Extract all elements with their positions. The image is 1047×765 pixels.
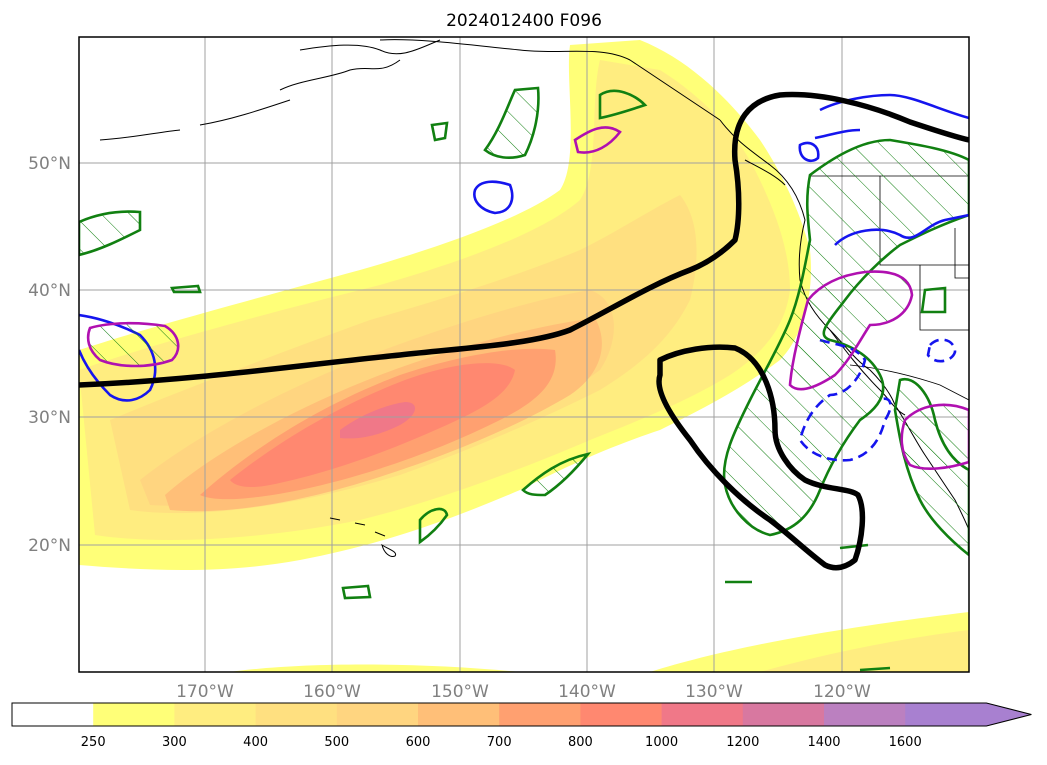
colorbar-tick-label: 1000 — [645, 735, 678, 750]
colorbar-tick-label: 300 — [162, 735, 187, 750]
colorbar-segment — [905, 703, 987, 726]
green-contour-mid — [521, 451, 592, 497]
colorbar-outline — [11, 702, 1032, 727]
ivt-250-band-bottom — [230, 664, 520, 672]
green-contour-small-6 — [725, 543, 891, 672]
green-contour-small-2 — [418, 507, 449, 545]
ivt-1000-band — [340, 402, 416, 439]
lon-label: 160°W — [303, 682, 361, 702]
magenta-contour-coastal — [788, 270, 914, 391]
green-contour-small-3 — [341, 584, 372, 600]
colorbar-tick-label: 500 — [324, 735, 349, 750]
lon-label: 120°W — [813, 682, 871, 702]
colorbar-segment — [661, 703, 744, 726]
blue-contour-coastal — [798, 93, 969, 246]
lat-label: 20°N — [28, 536, 71, 556]
colorbar-tick-label: 1400 — [807, 735, 840, 750]
colorbar-tick-label: 250 — [81, 735, 106, 750]
blue-contour-north — [473, 180, 514, 215]
lon-label: 150°W — [431, 682, 489, 702]
colorbar: 250 300 400 500 600 700 800 1000 1200 1400 1600 — [11, 702, 1032, 750]
colorbar-segment — [580, 703, 663, 726]
latitude-labels: 50°N 40°N 30°N 20°N — [28, 154, 71, 556]
ivt-shading — [79, 40, 969, 672]
lon-label: 170°W — [176, 682, 234, 702]
hawaii-islands — [329, 517, 397, 557]
vancouver-island — [744, 159, 786, 186]
alaska-coast — [99, 39, 721, 141]
blue-contour-dashed-2 — [926, 338, 957, 363]
magenta-contours — [86, 126, 969, 471]
black-contours — [79, 91, 969, 571]
green-contour-small-1 — [430, 121, 449, 142]
magenta-contour-north — [573, 126, 622, 154]
colorbar-labels: 250 300 400 500 600 700 800 1000 1200 1400 1600 — [81, 735, 922, 750]
green-contour-small-5 — [920, 286, 947, 314]
lat-label: 30°N — [28, 408, 71, 428]
lon-label: 130°W — [685, 682, 743, 702]
colorbar-tick-label: 800 — [568, 735, 593, 750]
green-contour-west — [79, 210, 142, 257]
colorbar-segment — [12, 703, 94, 726]
black-contour-southern-loop — [656, 344, 866, 571]
ivt-300-band-south — [760, 630, 969, 672]
blue-contour-dashed-1 — [798, 338, 892, 462]
colorbar-tick-label: 600 — [406, 735, 431, 750]
map-frame — [78, 36, 970, 673]
colorbar-segment — [742, 703, 825, 726]
colorbar-tick-label: 1200 — [726, 735, 759, 750]
colorbar-segment — [499, 703, 581, 726]
colorbar-tick-label: 400 — [243, 735, 268, 750]
colorbar-segment — [93, 703, 175, 726]
green-contour-small-4 — [169, 284, 202, 294]
green-contour-north-2 — [598, 89, 648, 120]
colorbar-segment — [174, 703, 257, 726]
black-contour-main — [79, 91, 969, 388]
colorbar-tick-label: 700 — [487, 735, 512, 750]
green-contour-north-1 — [483, 86, 540, 160]
magenta-contour-southeast — [900, 403, 969, 471]
colorbar-segment — [418, 703, 500, 726]
colorbar-tick-label: 1600 — [889, 735, 922, 750]
colorbar-extend-arrow — [986, 703, 1032, 726]
map-title: 2024012400 F096 — [446, 11, 602, 31]
lat-label: 40°N — [28, 281, 71, 301]
lat-label: 50°N — [28, 154, 71, 174]
colorbar-segment — [824, 703, 906, 726]
colorbar-segments — [11, 702, 1032, 727]
longitude-labels: 170°W 160°W 150°W 140°W 130°W 120°W — [176, 682, 871, 702]
colorbar-segment — [255, 703, 338, 726]
colorbar-segment — [336, 703, 419, 726]
lon-label: 140°W — [558, 682, 616, 702]
map-content — [79, 37, 969, 672]
magenta-contour-west — [86, 321, 180, 368]
